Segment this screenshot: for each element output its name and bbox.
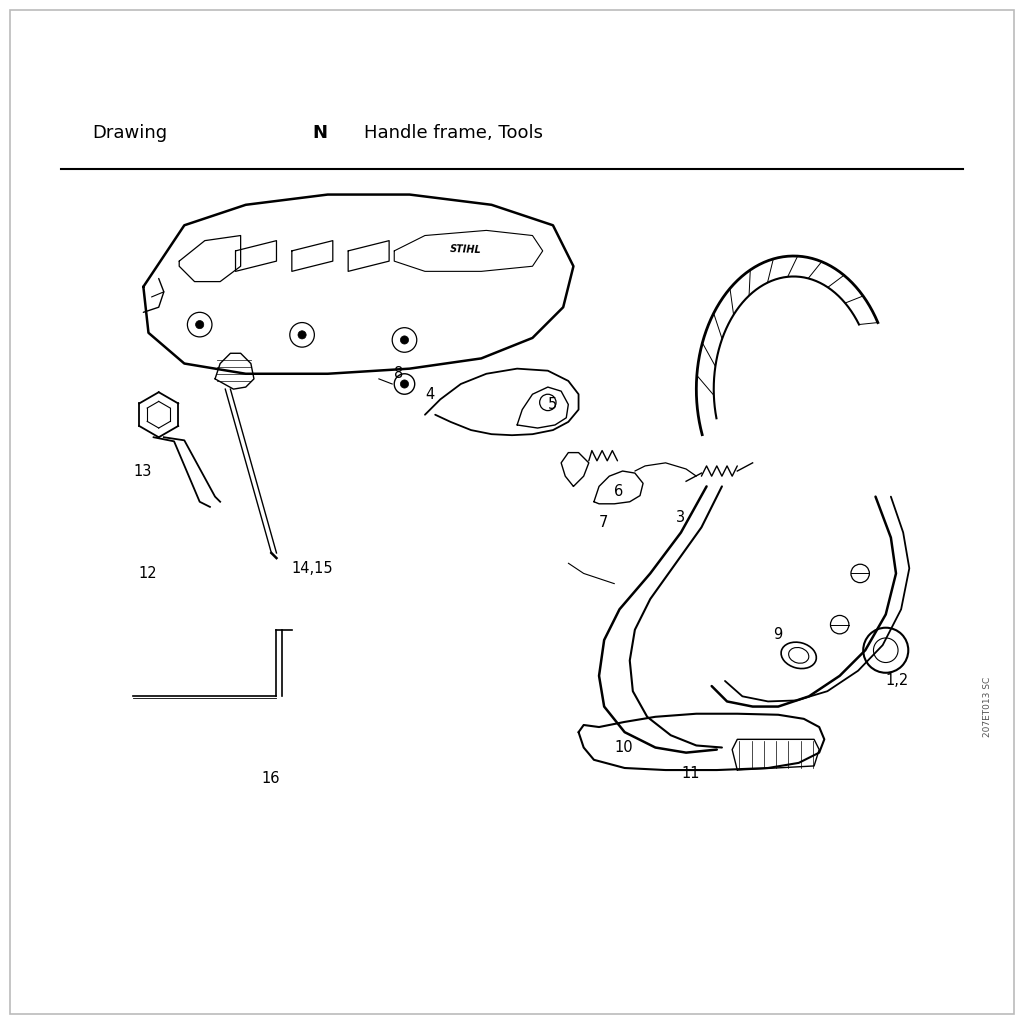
Circle shape xyxy=(196,321,204,329)
Text: STIHL: STIHL xyxy=(450,245,482,255)
Text: 207ET013 SC: 207ET013 SC xyxy=(983,677,991,737)
Circle shape xyxy=(400,380,409,388)
Text: 5: 5 xyxy=(548,397,557,412)
Circle shape xyxy=(298,331,306,339)
Text: 1,2: 1,2 xyxy=(886,674,909,688)
Text: Handle frame, Tools: Handle frame, Tools xyxy=(364,124,543,142)
Text: Drawing: Drawing xyxy=(92,124,167,142)
Text: 6: 6 xyxy=(614,484,624,499)
Text: 7: 7 xyxy=(599,515,608,529)
Text: N: N xyxy=(312,124,328,142)
Text: 13: 13 xyxy=(133,464,152,478)
Text: 16: 16 xyxy=(261,771,280,785)
Text: 11: 11 xyxy=(681,766,699,780)
Text: 10: 10 xyxy=(614,740,633,755)
Text: 14,15: 14,15 xyxy=(292,561,334,575)
Text: 9: 9 xyxy=(773,628,782,642)
FancyBboxPatch shape xyxy=(10,10,1014,1014)
Text: 3: 3 xyxy=(676,510,685,524)
Text: 4: 4 xyxy=(425,387,434,401)
Circle shape xyxy=(400,336,409,344)
Text: 12: 12 xyxy=(138,566,157,581)
Text: 8: 8 xyxy=(394,367,403,381)
